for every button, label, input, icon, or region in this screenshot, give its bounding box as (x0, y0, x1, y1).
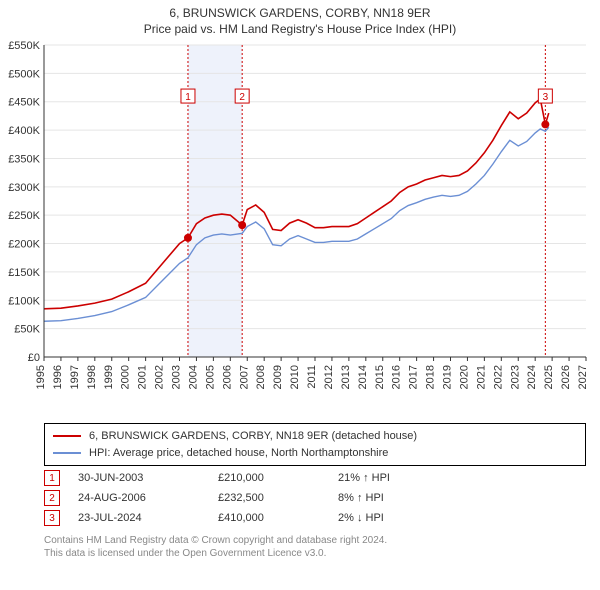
svg-text:1996: 1996 (52, 365, 64, 389)
svg-text:2023: 2023 (509, 365, 521, 389)
legend-swatch-price-paid (53, 435, 81, 437)
chart-title-block: 6, BRUNSWICK GARDENS, CORBY, NN18 9ER Pr… (0, 0, 600, 37)
sale-date: 30-JUN-2003 (78, 472, 218, 484)
svg-text:2027: 2027 (577, 365, 589, 389)
sale-row: 3 23-JUL-2024£410,0002% ↓ HPI (44, 510, 600, 526)
svg-text:1998: 1998 (86, 365, 98, 389)
svg-text:2025: 2025 (543, 365, 555, 389)
svg-text:£550K: £550K (8, 40, 40, 52)
svg-text:2012: 2012 (323, 365, 335, 389)
svg-text:2018: 2018 (425, 365, 437, 389)
svg-text:£450K: £450K (8, 97, 40, 109)
svg-text:2000: 2000 (120, 365, 132, 389)
sale-price: £232,500 (218, 492, 338, 504)
svg-text:2020: 2020 (458, 365, 470, 389)
svg-text:2026: 2026 (560, 365, 572, 389)
svg-text:2: 2 (239, 92, 245, 103)
svg-text:2006: 2006 (221, 365, 233, 389)
sale-diff: 8% ↑ HPI (338, 492, 458, 504)
legend-row-hpi: HPI: Average price, detached house, Nort… (53, 445, 577, 462)
svg-text:£400K: £400K (8, 125, 40, 137)
sale-diff: 2% ↓ HPI (338, 512, 458, 524)
svg-text:2007: 2007 (238, 365, 250, 389)
svg-text:£350K: £350K (8, 154, 40, 166)
sale-marker-icon: 3 (44, 510, 60, 526)
svg-text:£50K: £50K (14, 324, 40, 336)
sale-marker-icon: 2 (44, 490, 60, 506)
svg-text:2016: 2016 (391, 365, 403, 389)
svg-text:£0: £0 (28, 352, 40, 364)
svg-text:1: 1 (185, 92, 191, 103)
svg-text:2024: 2024 (526, 365, 538, 389)
svg-text:2021: 2021 (475, 365, 487, 389)
legend-row-price-paid: 6, BRUNSWICK GARDENS, CORBY, NN18 9ER (d… (53, 428, 577, 445)
svg-text:2001: 2001 (137, 365, 149, 389)
sale-diff: 21% ↑ HPI (338, 472, 458, 484)
svg-text:1999: 1999 (103, 365, 115, 389)
svg-text:2009: 2009 (272, 365, 284, 389)
line-chart: £0 £50K £100K £150K £200K £250K £300K £350K £400… (0, 37, 600, 417)
svg-text:£250K: £250K (8, 210, 40, 222)
attribution-block: Contains HM Land Registry data © Crown c… (44, 534, 586, 560)
svg-text:1997: 1997 (69, 365, 81, 389)
sales-list: 1 30-JUN-2003£210,00021% ↑ HPI 2 24-AUG-200… (0, 470, 600, 526)
svg-text:2013: 2013 (340, 365, 352, 389)
svg-text:2014: 2014 (357, 365, 369, 389)
chart-svg: £0 £50K £100K £150K £200K £250K £300K £350K £400… (0, 37, 600, 417)
svg-text:2005: 2005 (204, 365, 216, 389)
svg-text:£200K: £200K (8, 239, 40, 251)
legend-label-price-paid: 6, BRUNSWICK GARDENS, CORBY, NN18 9ER (d… (89, 428, 417, 445)
svg-text:2008: 2008 (255, 365, 267, 389)
svg-text:1995: 1995 (35, 365, 47, 389)
sale-price: £210,000 (218, 472, 338, 484)
legend-label-hpi: HPI: Average price, detached house, Nort… (89, 445, 388, 462)
svg-text:2019: 2019 (442, 365, 454, 389)
sale-date: 23-JUL-2024 (78, 512, 218, 524)
attribution-line1: Contains HM Land Registry data © Crown c… (44, 534, 586, 547)
svg-text:2010: 2010 (289, 365, 301, 389)
svg-text:2002: 2002 (154, 365, 166, 389)
legend-swatch-hpi (53, 452, 81, 454)
sale-row: 1 30-JUN-2003£210,00021% ↑ HPI (44, 470, 600, 486)
svg-text:3: 3 (543, 92, 549, 103)
sale-marker-icon: 1 (44, 470, 60, 486)
chart-title-line1: 6, BRUNSWICK GARDENS, CORBY, NN18 9ER (0, 6, 600, 22)
sale-date: 24-AUG-2006 (78, 492, 218, 504)
svg-text:2017: 2017 (408, 365, 420, 389)
svg-text:2022: 2022 (492, 365, 504, 389)
svg-text:2011: 2011 (306, 365, 318, 389)
svg-text:2015: 2015 (374, 365, 386, 389)
chart-legend: 6, BRUNSWICK GARDENS, CORBY, NN18 9ER (d… (44, 423, 586, 466)
chart-title-line2: Price paid vs. HM Land Registry's House … (0, 22, 600, 38)
svg-text:£500K: £500K (8, 69, 40, 81)
svg-text:£300K: £300K (8, 182, 40, 194)
svg-text:2003: 2003 (171, 365, 183, 389)
sale-row: 2 24-AUG-2006£232,5008% ↑ HPI (44, 490, 600, 506)
svg-text:2004: 2004 (187, 365, 199, 389)
attribution-line2: This data is licensed under the Open Gov… (44, 547, 586, 560)
sale-price: £410,000 (218, 512, 338, 524)
svg-text:£150K: £150K (8, 267, 40, 279)
svg-text:£100K: £100K (8, 295, 40, 307)
